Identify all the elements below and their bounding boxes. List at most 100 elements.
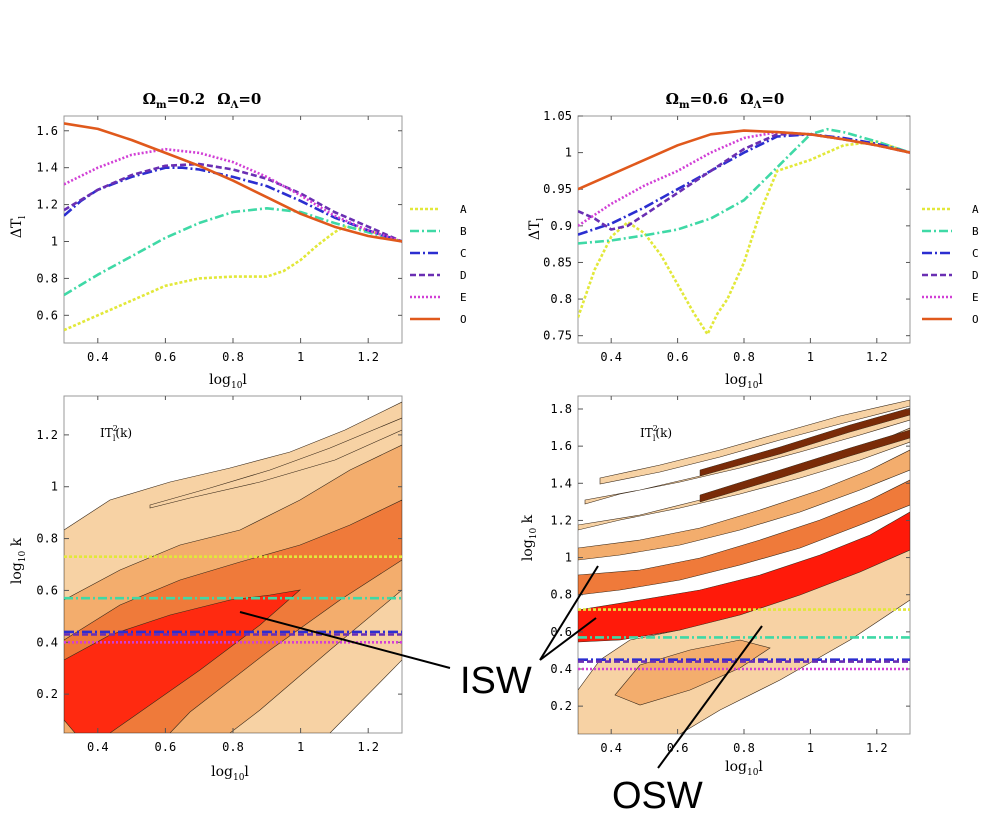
series-line-A — [578, 140, 910, 336]
x-tick-label: 0.4 — [87, 740, 109, 754]
x-tick-label: 1 — [807, 741, 814, 755]
x-tick-label: 0.6 — [155, 350, 177, 364]
contour-band-light-3 — [599, 399, 910, 485]
y-tick-label: 0.95 — [543, 182, 572, 196]
y-tick-label: 1.2 — [36, 428, 58, 442]
chart-title: Ωm=0.6 ΩΛ=0 — [666, 90, 785, 111]
x-tick-label: 0.8 — [733, 741, 755, 755]
legend-label-D: D — [972, 269, 979, 282]
x-tick-label: 1.2 — [866, 741, 888, 755]
x-tick-label: 1 — [297, 350, 304, 364]
y-tick-label: 0.8 — [550, 292, 572, 306]
y-tick-label: 1.6 — [550, 439, 572, 453]
x-tick-label: 1 — [807, 350, 814, 364]
legend-label-O: O — [972, 313, 979, 326]
isw-pointer-right-upper — [539, 565, 599, 661]
osw-annotation: OSW — [612, 775, 703, 813]
x-axis-label: log10l — [211, 764, 249, 783]
legend-label-C: C — [972, 247, 979, 260]
y-tick-label: 1 — [51, 234, 58, 248]
y-tick-label: 0.6 — [36, 583, 58, 597]
horizontal-lines — [578, 608, 910, 671]
x-tick-label: 1 — [297, 740, 304, 754]
x-tick-label: 0.8 — [222, 740, 244, 754]
legend-label-O: O — [460, 313, 467, 326]
series-line-E — [64, 147, 402, 243]
y-tick-label: 1 — [565, 551, 572, 565]
contour-band-upper — [149, 417, 402, 509]
legend-label-E: E — [972, 291, 979, 304]
chart-omega-0.2: Ωm=0.2 ΩΛ=0 0.4 0.6 0.8 1 1.2 0.6 0.8 1 1.2 1.4 1.6… — [9, 90, 467, 391]
y-tick-label: 0.2 — [550, 699, 572, 713]
y-tick-label: 0.8 — [36, 271, 58, 285]
x-tick-label: 1.2 — [866, 350, 888, 364]
y-tick-label: 1.2 — [550, 513, 572, 527]
y-tick-label: 0.2 — [36, 687, 58, 701]
y-tick-label: 1 — [51, 480, 58, 494]
legend-label-C: C — [460, 247, 467, 260]
x-tick-label: 0.4 — [600, 350, 622, 364]
contour-omega-0.6: 0.4 0.6 0.8 1 1.20.20.40.60.811.21.41.61.8 I… — [520, 395, 911, 778]
y-tick-label: 1 — [565, 146, 572, 160]
y-axis-label: ΔTl — [9, 216, 28, 238]
chart-omega-0.6: Ωm=0.6 ΩΛ=0 0.4 0.6 0.8 1 1.20.750.80.850.90.… — [527, 90, 979, 391]
y-tick-label: 0.4 — [550, 662, 572, 676]
legend-label-B: B — [972, 225, 979, 238]
x-axis-label: log10l — [209, 372, 247, 391]
contour-band-deep-1 — [699, 407, 910, 477]
series-line-O — [64, 122, 402, 243]
x-tick-label: 0.6 — [667, 741, 689, 755]
contour-label: IT2 l(k) — [100, 424, 132, 443]
series-lines — [578, 127, 910, 336]
series-line-E — [578, 130, 910, 227]
horizontal-lines — [64, 555, 402, 644]
series-line-C — [578, 133, 910, 236]
y-tick-label: 1.05 — [543, 109, 572, 123]
y-tick-label: 1.4 — [550, 476, 572, 490]
series-line-A — [64, 225, 402, 332]
y-tick-label: 0.85 — [543, 255, 572, 269]
annotation-pointers — [239, 565, 763, 769]
contour-omega-0.2: 0.4 0.6 0.8 1 1.2 0.2 0.4 0.6 0.8 1 1.2 IT2 l(k) lo… — [9, 395, 403, 783]
contour-band-mid — [578, 449, 910, 561]
y-axis-label: log10 k — [9, 537, 28, 584]
isw-annotation: ISW — [460, 660, 532, 702]
x-tick-label: 0.4 — [600, 741, 622, 755]
axis-ticks: 0.4 0.6 0.8 1 1.2 0.6 0.8 1 1.2 1.4 1.6 — [36, 116, 402, 364]
x-tick-label: 1.2 — [357, 740, 379, 754]
y-tick-label: 1.8 — [550, 402, 572, 416]
y-tick-label: 1.2 — [36, 198, 58, 212]
axis-ticks: 0.4 0.6 0.8 1 1.20.20.40.60.811.21.41.61.8 — [550, 396, 910, 755]
y-tick-label: 0.75 — [543, 329, 572, 343]
series-line-B — [64, 207, 402, 297]
x-tick-label: 0.4 — [87, 350, 109, 364]
legend-label-B: B — [460, 225, 467, 238]
y-axis-label: log10 k — [520, 514, 539, 561]
y-tick-label: 1.4 — [36, 161, 58, 175]
plot-frame — [63, 115, 403, 344]
osw-pointer — [657, 625, 763, 769]
x-tick-label: 0.8 — [222, 350, 244, 364]
y-tick-label: 0.4 — [36, 635, 58, 649]
legend-label-D: D — [460, 269, 467, 282]
y-tick-label: 0.6 — [36, 308, 58, 322]
x-tick-label: 1.2 — [357, 350, 379, 364]
x-axis-label: log10l — [725, 372, 763, 391]
isw-pointer-left — [239, 611, 451, 669]
legend-label-E: E — [460, 291, 467, 304]
y-tick-label: 1.6 — [36, 124, 58, 138]
legend-label-A: A — [460, 203, 467, 216]
series-line-O — [578, 129, 910, 191]
legend-label-A: A — [972, 203, 979, 216]
y-axis-label: ΔTl — [527, 218, 546, 240]
isw-pointer-right-lower — [539, 617, 597, 661]
contour-bands — [64, 401, 402, 733]
y-tick-label: 0.8 — [36, 532, 58, 546]
contour-label: IT2 l(k) — [640, 424, 672, 443]
x-tick-label: 0.8 — [733, 350, 755, 364]
series-line-B — [578, 127, 910, 245]
y-tick-label: 0.9 — [550, 219, 572, 233]
